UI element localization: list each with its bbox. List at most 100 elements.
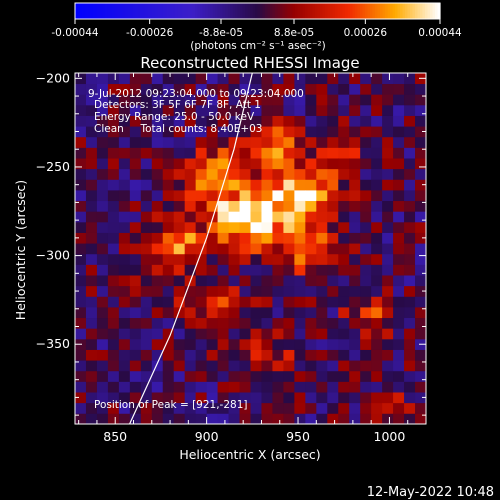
colorbar-segment [392,3,396,19]
heatmap-cell [404,115,416,127]
heatmap-cell [316,338,328,350]
heatmap-cell [140,275,153,287]
heatmap-cell [75,83,87,95]
heatmap-cell [261,243,273,255]
colorbar-segment [242,3,246,19]
heatmap-cell [228,285,240,297]
heatmap-cell [349,94,361,106]
heatmap-cell [206,158,218,170]
colorbar-segment [280,3,284,19]
heatmap-cell [261,190,273,202]
heatmap-cell [151,94,164,106]
heatmap-cell [382,168,394,180]
heatmap-cell [75,402,87,414]
colorbar-segment [150,3,154,19]
heatmap-cell [217,94,229,106]
colorbar-segment [267,3,271,19]
heatmap-cell [261,158,273,170]
heatmap-cell [305,317,317,329]
heatmap-cell [404,392,416,404]
heatmap-cell [118,200,131,212]
heatmap-cell [338,392,350,404]
heatmap-cell [415,392,426,404]
heatmap-cell [305,307,317,319]
colorbar-segment [212,3,216,19]
colorbar-segment [260,3,264,19]
heatmap-cell [85,264,98,276]
heatmap-cell [305,211,317,223]
heatmap-cell [173,285,186,297]
heatmap-cell [151,147,164,159]
heatmap-cell [250,200,262,212]
heatmap-cell [360,296,372,308]
heatmap-cell [371,104,383,116]
heatmap-cell [371,232,383,244]
heatmap-cell [404,190,416,202]
colorbar-tick-label: 0.00044 [418,27,462,39]
heatmap-cell [85,392,98,404]
colorbar-segment [182,3,186,19]
heatmap-cell [349,264,361,276]
heatmap-cell [393,307,405,319]
heatmap-cell [75,190,87,202]
heatmap-cell [415,136,426,148]
heatmap-cell [382,179,394,191]
heatmap-cell [283,243,295,255]
heatmap-cell [382,360,394,372]
heatmap-cell [360,349,372,361]
heatmap-cell [217,136,229,148]
heatmap-cell [107,296,120,308]
heatmap-cell [360,232,372,244]
colorbar-segment [252,3,256,19]
heatmap-cell [283,349,295,361]
heatmap-cell [316,275,328,287]
heatmap-cell [349,381,361,393]
heatmap-cell [415,147,426,159]
heatmap-cell [96,285,109,297]
colorbar-segment [342,3,346,19]
heatmap-cell [327,349,339,361]
heatmap-cell [294,83,306,95]
heatmap-cell [404,104,416,116]
colorbar-segment [247,3,251,19]
heatmap-cell [75,392,87,404]
heatmap-cell [261,200,273,212]
heatmap-cell [129,275,142,287]
heatmap-cell [140,83,153,95]
heatmap-cell [195,360,208,372]
heatmap-cell [316,73,328,85]
heatmap-cell [272,392,284,404]
colorbar-segment [130,3,134,19]
heatmap-cell [184,232,197,244]
heatmap-cell [349,253,361,265]
colorbar-segment [185,3,189,19]
heatmap-cell [294,392,306,404]
heatmap-cell [184,179,197,191]
heatmap-cell [140,73,153,85]
heatmap-cell [327,200,339,212]
heatmap-cell [96,296,109,308]
heatmap-cell [272,179,284,191]
heatmap-cell [118,392,131,404]
heatmap-cell [184,381,197,393]
heatmap-cell [184,94,197,106]
heatmap-cell [371,190,383,202]
heatmap-cell [217,232,229,244]
colorbar-segment [307,3,311,19]
heatmap-cell [184,168,197,180]
heatmap-cell [360,360,372,372]
heatmap-cell [239,190,251,202]
heatmap-cell [195,136,208,148]
heatmap-cell [349,200,361,212]
heatmap-cell [162,158,175,170]
heatmap-cell [371,221,383,233]
heatmap-cell [349,317,361,329]
heatmap-cell [228,94,240,106]
heatmap-cell [85,317,98,329]
heatmap-cell [228,381,240,393]
heatmap-cell [371,381,383,393]
heatmap-cell [75,264,87,276]
heatmap-cell [327,83,339,95]
heatmap-cell [96,381,109,393]
heatmap-cell [107,200,120,212]
